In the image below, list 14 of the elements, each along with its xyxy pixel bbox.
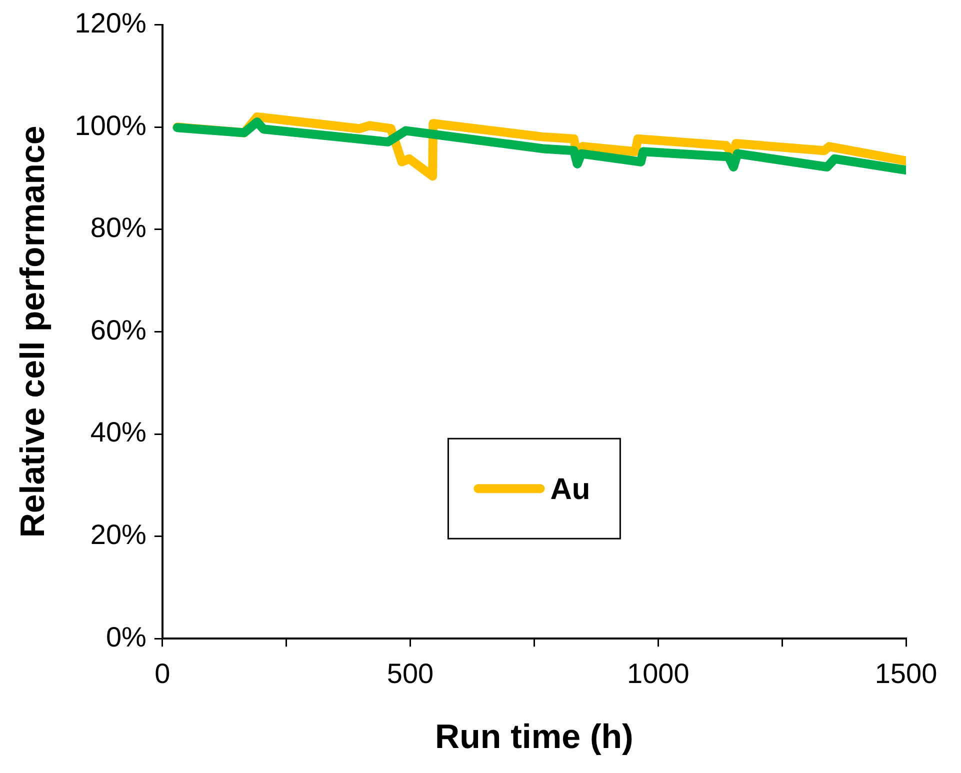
y-tick-label: 0% [106, 621, 146, 652]
legend-label: Au [550, 472, 590, 506]
x-tick-label: 0 [154, 658, 170, 690]
y-tick-label: 40% [90, 416, 146, 448]
y-tick-label: 80% [90, 212, 146, 244]
x-axis-title: Run time (h) [435, 718, 634, 756]
x-tick-label: 1000 [626, 658, 690, 690]
y-axis-title: Relative cell performance [14, 126, 52, 538]
x-tick-label: 1500 [874, 658, 938, 690]
y-tick-label: 100% [74, 110, 146, 141]
y-tick-label: 60% [90, 314, 146, 346]
x-tick-label: 500 [386, 658, 434, 690]
y-tick-label: 120% [74, 8, 146, 39]
y-tick-label: 20% [90, 519, 146, 550]
